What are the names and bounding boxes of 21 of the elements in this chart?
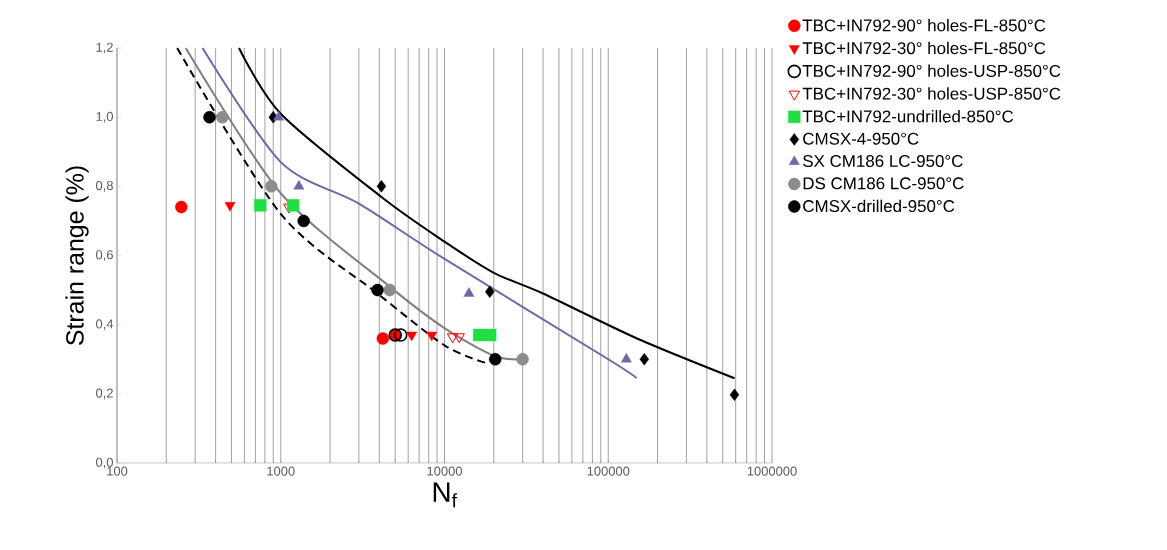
y-tick-label: 0,8: [95, 180, 113, 192]
x-axis-title: N$_{f}$: [433, 482, 458, 508]
y-tick-label: 0,6: [95, 250, 113, 261]
legend-label: TBC+IN792-30° holes-USP-850°C: [802, 87, 1061, 100]
legend-label: TBC+IN792-90° holes-FL-850°C: [802, 18, 1046, 32]
legend-label: CMSX-drilled-950°C: [803, 199, 955, 213]
y-tick-label: 1,2: [96, 42, 113, 54]
x-tick-label: 100000: [587, 466, 630, 476]
legend-label: CMSX-4-950°C: [803, 132, 919, 145]
legend-label: DS CM186 LC-950°C: [803, 177, 964, 190]
y-axis-title: Strain range (%): [65, 166, 89, 346]
y-tick-label: 0,4: [95, 319, 114, 330]
x-tick-label: 1000: [267, 466, 295, 476]
legend-label: SX CM186 LC-950°C: [803, 155, 963, 168]
legend-label: TBC+IN792-undrilled-850°C: [802, 109, 1014, 123]
legend-label: TBC+IN792-30° holes-FL-850°C: [802, 41, 1046, 55]
x-tick-label: 10000: [427, 466, 463, 476]
y-tick-label: 1,0: [96, 111, 113, 123]
x-tick-label: 1000000: [747, 466, 797, 476]
y-tick-label: 0,2: [95, 388, 113, 400]
legend-label: TBC+IN792-90° holes-USP-850°C: [802, 64, 1061, 77]
